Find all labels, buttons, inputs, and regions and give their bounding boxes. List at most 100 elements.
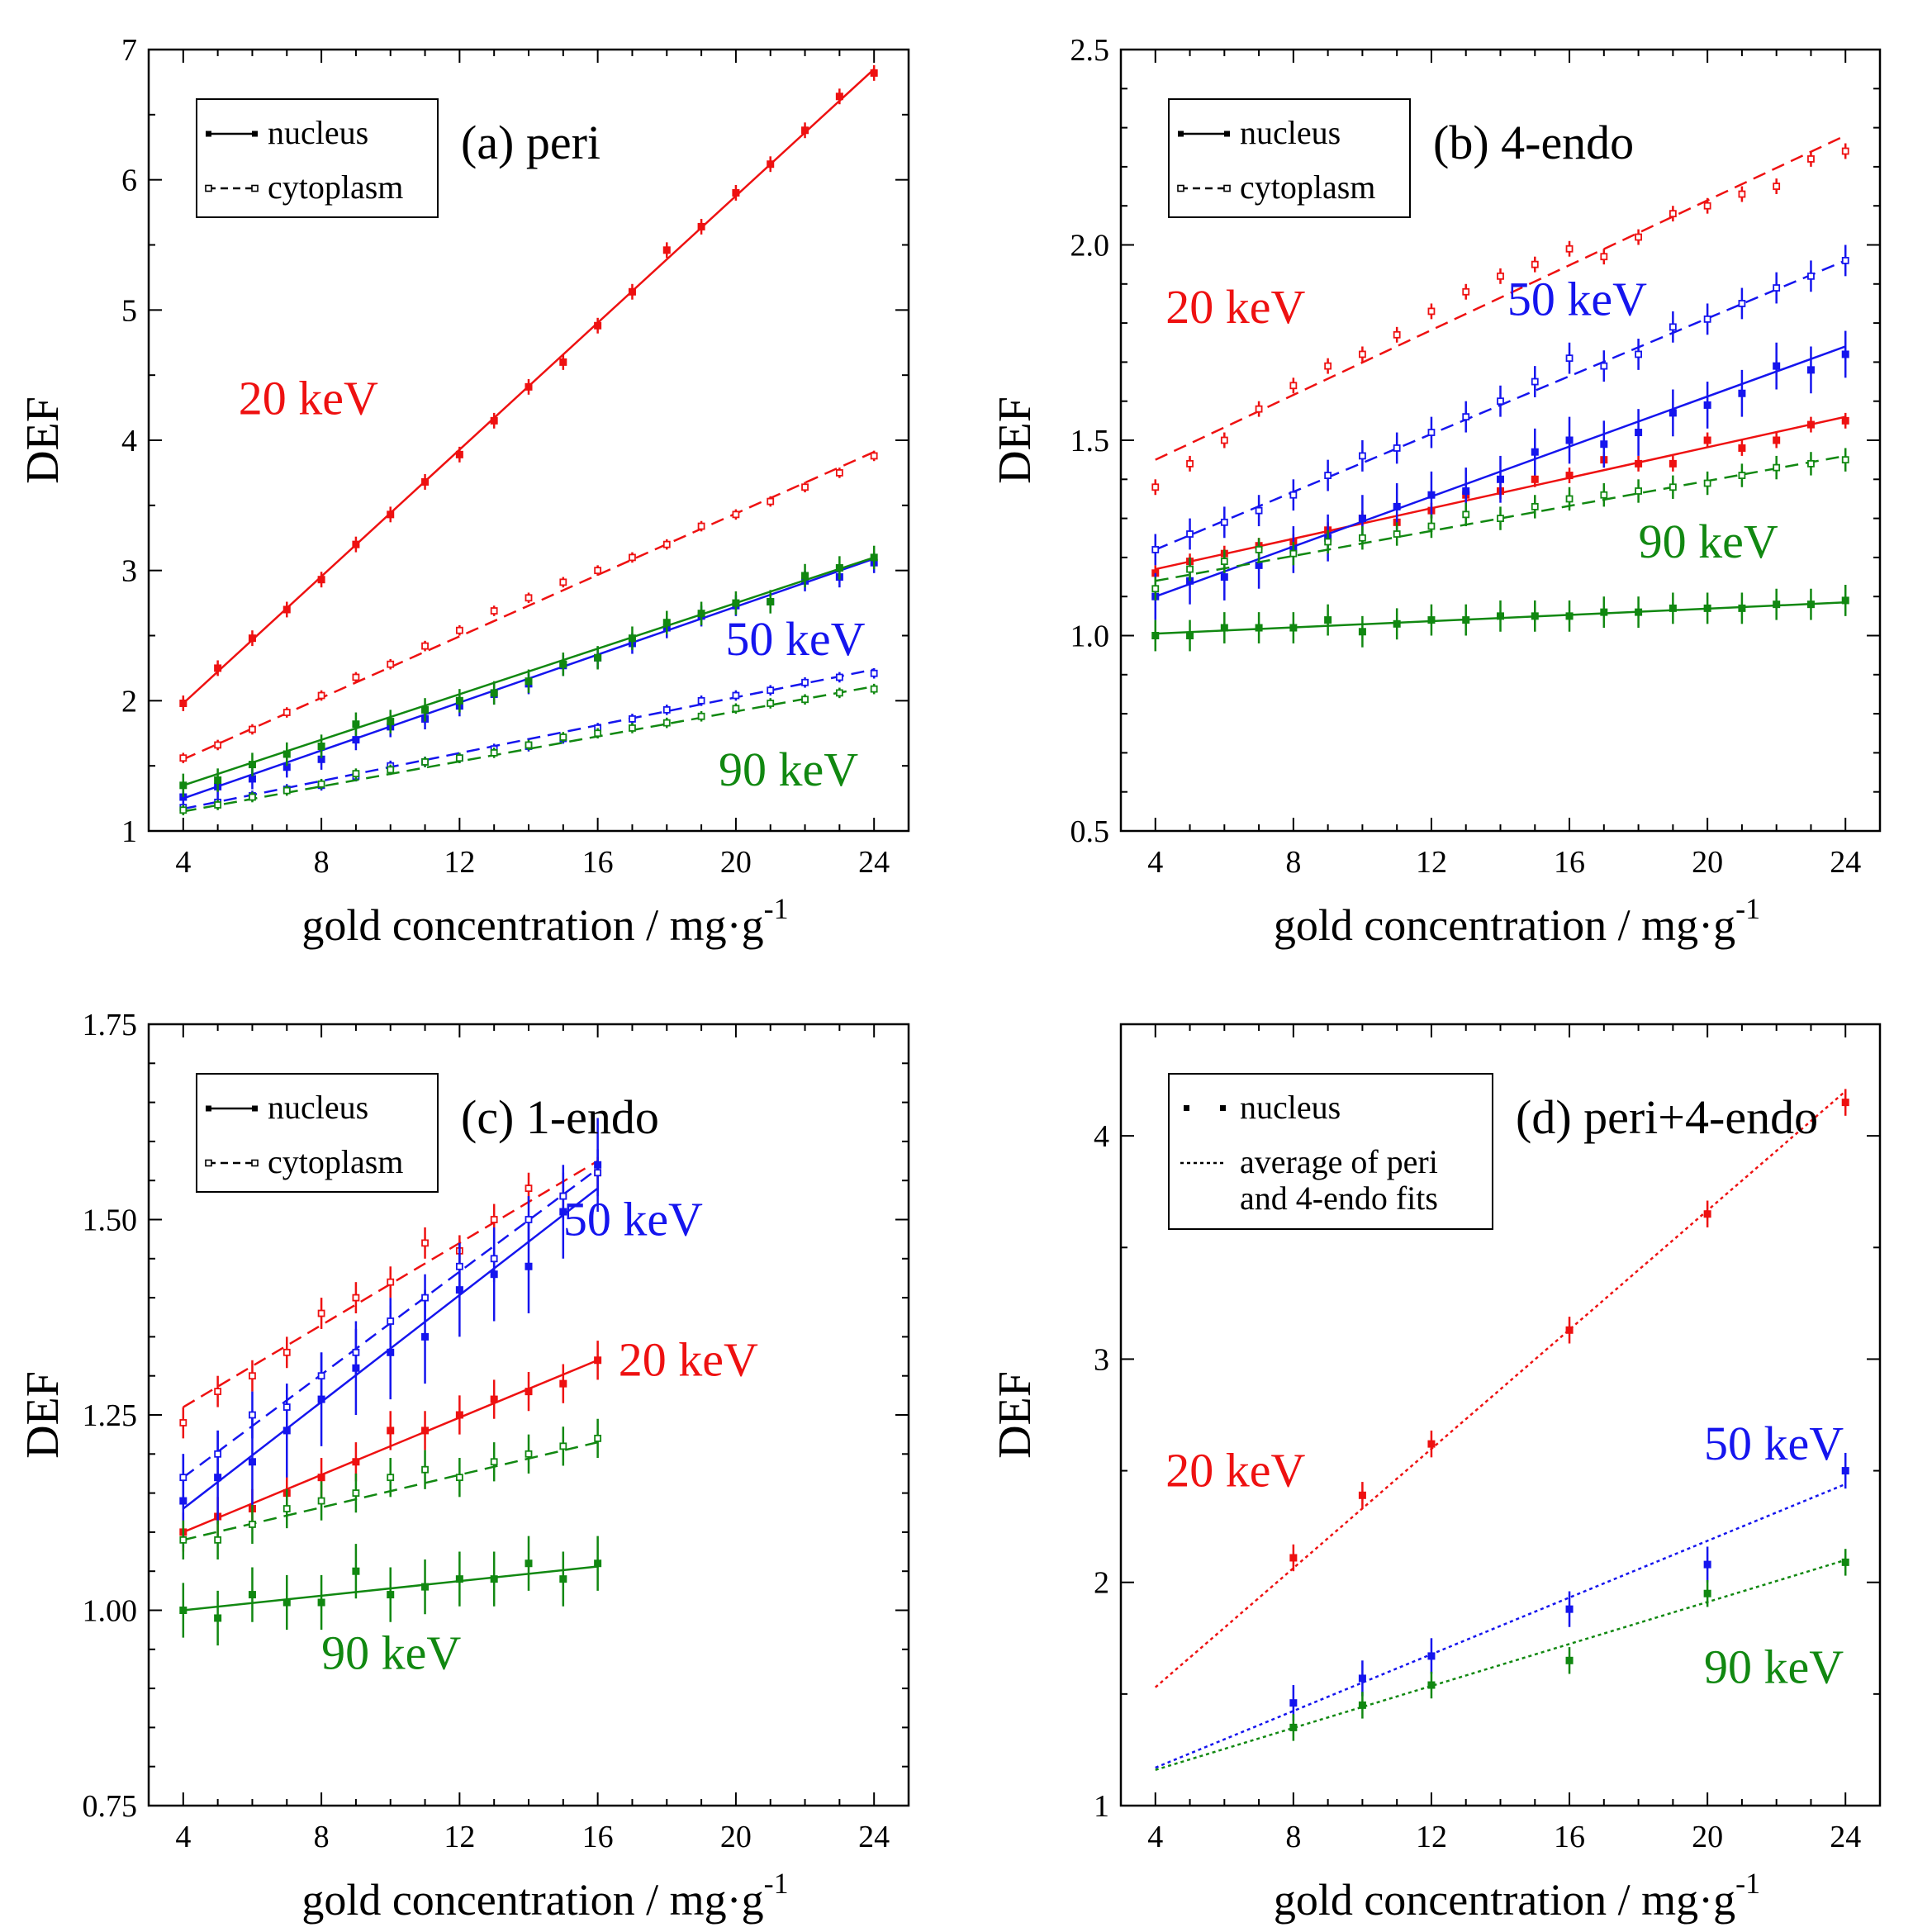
data-point: [421, 1294, 429, 1302]
data-point: [1324, 472, 1332, 479]
energy-label: 90 keV: [1639, 515, 1778, 568]
data-point: [248, 634, 256, 643]
data-point: [387, 510, 395, 519]
data-point: [249, 725, 256, 733]
data-point: [317, 780, 325, 788]
data-point: [594, 729, 602, 738]
x-tick-label: 12: [1416, 1820, 1447, 1854]
data-point: [662, 540, 671, 548]
data-point: [697, 610, 705, 618]
legend-label: cytoplasm: [268, 1143, 403, 1180]
data-point: [1841, 416, 1849, 425]
data-point: [1324, 616, 1332, 624]
data-point: [1841, 350, 1849, 358]
y-tick-label: 6: [121, 164, 137, 198]
data-point: [767, 160, 775, 169]
data-point: [697, 696, 705, 705]
data-point: [248, 761, 256, 769]
legend-marker: [251, 1159, 259, 1167]
x-tick-label: 12: [444, 1820, 475, 1854]
y-tick-label: 2.5: [1070, 33, 1110, 68]
data-point: [1565, 472, 1574, 480]
data-point: [594, 1434, 602, 1442]
series-90-kev-cytoplasm: [179, 1418, 602, 1560]
data-point: [1358, 1491, 1366, 1499]
data-point: [387, 660, 395, 668]
data-point: [249, 793, 256, 801]
legend-box: [196, 98, 439, 218]
data-point: [421, 758, 429, 766]
legend-label: nucleus: [1240, 1089, 1341, 1126]
y-tick-label: 4: [121, 424, 137, 458]
legend-box: [196, 1073, 439, 1193]
data-point: [1393, 444, 1401, 452]
legend-label: cytoplasm: [268, 169, 403, 206]
data-point: [1427, 1681, 1436, 1689]
data-point: [1462, 510, 1470, 519]
data-point: [1600, 491, 1608, 499]
data-point: [1497, 272, 1504, 280]
data-point: [214, 1536, 222, 1544]
y-tick-label: 0.75: [83, 1789, 138, 1824]
data-point: [214, 664, 222, 672]
panel-c-1-endo: 4 8 12 16 20 24 0.75 1.00 1.25 1.50 1.75 gold conce…: [17, 1008, 910, 1925]
data-point: [179, 1607, 188, 1614]
data-point: [352, 673, 360, 681]
data-point: [525, 677, 533, 686]
data-point: [1497, 475, 1504, 483]
data-point: [387, 766, 395, 774]
y-tick-label: 1.75: [83, 1008, 138, 1042]
data-point: [282, 786, 291, 795]
data-point: [1220, 436, 1228, 444]
y-tick-label: 3: [121, 554, 137, 589]
data-point: [525, 1184, 533, 1193]
series-20-kev-cytoplasm: [179, 450, 878, 764]
fit-line: [183, 668, 875, 810]
data-point: [801, 572, 809, 580]
y-tick-label: 1: [121, 814, 137, 849]
data-point: [1427, 307, 1436, 316]
data-point: [1531, 260, 1539, 268]
data-point: [1773, 600, 1781, 609]
x-tick-label: 8: [314, 845, 330, 880]
data-point: [662, 719, 671, 727]
fit-line: [1155, 454, 1846, 582]
fit-line: [183, 451, 875, 761]
x-tick-label: 24: [1830, 845, 1861, 880]
data-point: [732, 705, 740, 713]
data-point: [1841, 257, 1849, 264]
data-point: [387, 1474, 395, 1482]
energy-label: 20 keV: [1165, 1443, 1305, 1497]
y-axis-label: DEF: [990, 396, 1041, 484]
data-point: [387, 1426, 395, 1435]
data-point: [1289, 1699, 1298, 1707]
x-axis-label-exponent: -1: [1735, 1867, 1760, 1900]
data-point: [1773, 284, 1781, 292]
data-point: [525, 741, 533, 749]
x-axis-label-exponent: -1: [764, 892, 789, 925]
data-point: [282, 1598, 291, 1607]
data-point: [1565, 1656, 1574, 1664]
data-point: [1565, 495, 1574, 503]
panel-title: (a) peri: [461, 116, 600, 169]
data-point: [629, 553, 636, 562]
data-point: [1255, 405, 1263, 413]
data-point: [214, 1450, 222, 1458]
data-point: [1807, 155, 1815, 163]
series-50-kev-cytoplasm: [1151, 244, 1849, 566]
data-point: [1841, 1558, 1849, 1566]
data-point: [1393, 530, 1401, 538]
energy-label: 50 keV: [563, 1192, 703, 1246]
legend: nucleus cytoplasm: [1168, 98, 1411, 218]
data-point: [594, 1559, 602, 1568]
data-point: [697, 522, 705, 530]
y-tick-label: 2.0: [1070, 229, 1110, 263]
series-20-kev-cytoplasm: [1151, 134, 1849, 496]
x-tick-label: 24: [1830, 1820, 1861, 1854]
data-point: [455, 696, 463, 705]
legend-marker: [251, 184, 259, 192]
data-point: [352, 1294, 360, 1302]
panel-title: (b) 4-endo: [1433, 116, 1634, 169]
data-point: [1151, 546, 1160, 553]
data-point: [525, 1388, 533, 1396]
